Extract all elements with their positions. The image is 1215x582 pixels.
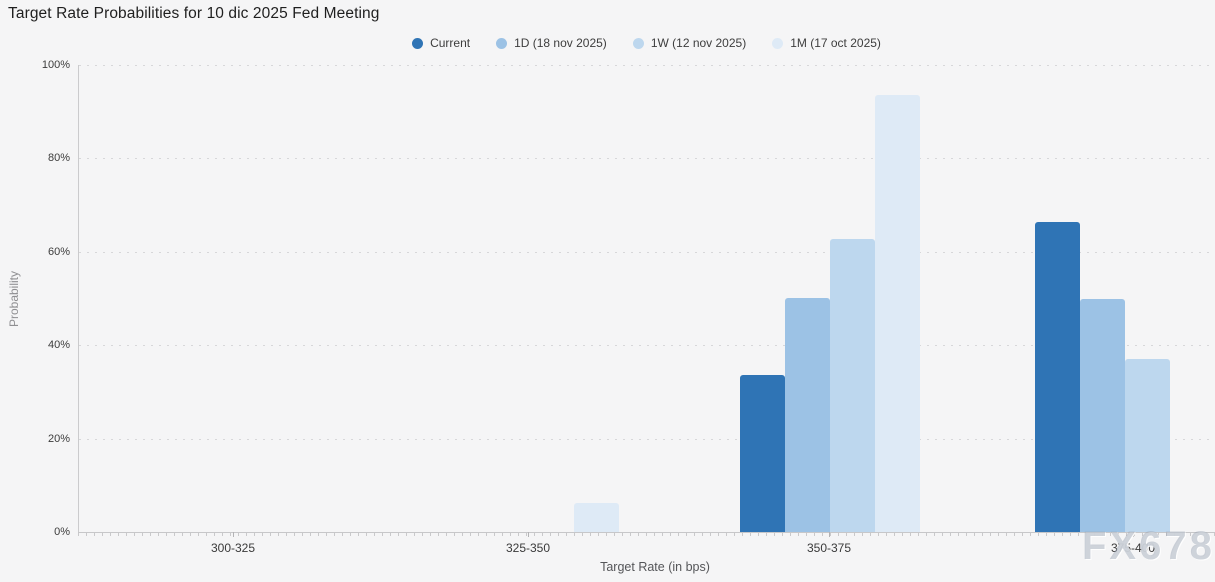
legend-item-1[interactable]: 1D (18 nov 2025) — [496, 36, 607, 50]
legend-dot-icon — [772, 37, 784, 49]
x-tick — [829, 532, 830, 537]
chart-legend: Current 1D (18 nov 2025) 1W (12 nov 2025) 1… — [78, 36, 1215, 50]
legend-label: 1W (12 nov 2025) — [650, 36, 747, 50]
x-tick-label: 300-325 — [210, 541, 256, 555]
bar-350-375-series-0[interactable] — [740, 375, 785, 532]
legend-item-0[interactable]: Current — [412, 36, 470, 50]
bar-375-400-series-0[interactable] — [1035, 222, 1080, 532]
legend-label: 1M (17 oct 2025) — [790, 36, 881, 50]
x-tick — [1133, 532, 1134, 537]
bar-375-400-series-2[interactable] — [1125, 359, 1170, 532]
y-tick-label: 60% — [47, 245, 70, 258]
legend-label: Current — [430, 36, 471, 50]
gridline-100 — [79, 65, 1215, 66]
bar-350-375-series-2[interactable] — [830, 239, 875, 532]
legend-item-2[interactable]: 1W (12 nov 2025) — [632, 36, 747, 50]
legend-dot-icon — [412, 37, 424, 49]
y-tick-label: 40% — [47, 339, 70, 352]
gridline-40 — [79, 345, 1215, 347]
bar-375-400-series-1[interactable] — [1080, 299, 1125, 532]
chart-title: Target Rate Probabilities for 10 dic 202… — [8, 5, 380, 22]
plot-area — [78, 65, 1215, 532]
x-axis-title: Target Rate (in bps) — [600, 560, 710, 574]
x-tick-label: 375-400 — [1110, 541, 1156, 555]
legend-dot-icon — [632, 37, 644, 49]
y-axis-title: Probability — [7, 270, 21, 328]
gridline-20 — [79, 438, 1215, 440]
x-tick — [233, 532, 234, 537]
legend-dot-icon — [496, 37, 508, 49]
y-tick-label: 20% — [47, 432, 70, 445]
y-tick-label: 0% — [54, 526, 70, 538]
x-axis-minor-ticks — [78, 533, 1215, 536]
x-axis-line — [78, 532, 1215, 533]
y-tick-label: 100% — [41, 59, 70, 71]
bar-350-375-series-1[interactable] — [785, 298, 830, 532]
y-tick-label: 80% — [47, 152, 70, 165]
gridline-80 — [79, 158, 1215, 160]
legend-label: 1D (18 nov 2025) — [514, 36, 607, 50]
bar-325-350-series-3[interactable] — [574, 503, 619, 532]
x-tick-label: 325-350 — [505, 541, 551, 555]
x-tick-label: 350-375 — [806, 541, 852, 555]
gridline-60 — [79, 251, 1215, 253]
bar-350-375-series-3[interactable] — [875, 95, 920, 532]
legend-item-3[interactable]: 1M (17 oct 2025) — [772, 36, 881, 50]
x-tick — [528, 532, 529, 537]
